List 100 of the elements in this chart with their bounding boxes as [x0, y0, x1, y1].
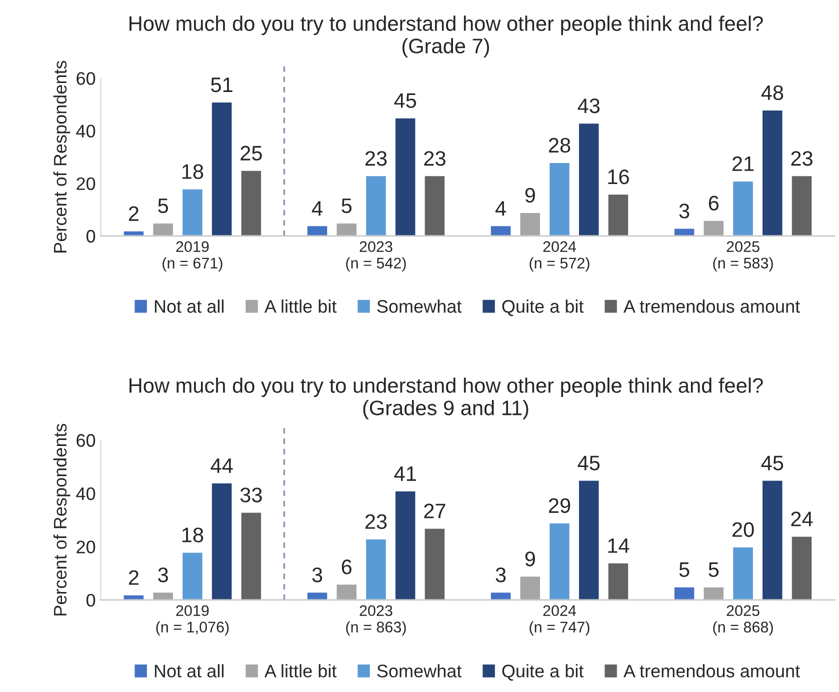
data-label: 23 — [424, 151, 446, 166]
y-tick-label: 20 — [76, 540, 96, 554]
bar — [364, 538, 388, 600]
y-tick-label: 60 — [76, 434, 96, 447]
data-label: 45 — [394, 93, 416, 108]
data-label: 4 — [312, 201, 322, 216]
data-label: 2 — [128, 570, 138, 585]
data-label: 6 — [708, 196, 719, 211]
x-tick-label: 2019 (n = 671) — [162, 241, 222, 272]
legend-label: Not at all — [154, 300, 224, 313]
y-axis-title: Percent of Respondents — [53, 60, 70, 252]
y-tick-label: 60 — [76, 72, 96, 85]
legend-label: Somewhat — [377, 664, 462, 678]
bar — [761, 479, 784, 600]
bar — [335, 222, 358, 236]
data-label: 4 — [495, 201, 506, 216]
data-label: 21 — [732, 156, 754, 171]
data-label: 5 — [342, 198, 352, 214]
data-label: 20 — [732, 522, 754, 538]
legend-label: A tremendous amount — [623, 300, 800, 313]
bar — [240, 170, 262, 236]
data-label: 48 — [761, 85, 784, 100]
x-tick-label: 2023 (n = 863) — [346, 605, 406, 636]
bar — [790, 174, 814, 236]
bar — [518, 212, 542, 236]
x-tick-label: 2025 (n = 583) — [713, 241, 773, 272]
bar — [240, 511, 262, 600]
bar — [578, 479, 600, 600]
bar — [210, 101, 234, 236]
data-label: 3 — [496, 568, 506, 582]
data-label: 23 — [365, 151, 387, 166]
bar — [122, 230, 145, 236]
data-label: 44 — [210, 458, 233, 473]
data-label: 45 — [761, 456, 784, 470]
bar — [548, 522, 571, 600]
data-label: 6 — [342, 560, 352, 574]
data-label: 3 — [158, 568, 168, 582]
x-tick-label: 2024 (n = 572) — [530, 241, 590, 272]
bar — [790, 535, 814, 600]
data-label: 43 — [578, 98, 600, 114]
data-label: 41 — [394, 466, 416, 481]
bar — [423, 527, 446, 600]
y-tick-label: 20 — [76, 177, 96, 190]
bar — [673, 586, 696, 600]
x-tick-label: 2025 (n = 868) — [713, 605, 773, 636]
data-label: 5 — [679, 562, 690, 577]
legend-label: Quite a bit — [502, 664, 584, 681]
data-label: 5 — [708, 562, 719, 577]
bar — [152, 222, 174, 236]
bar — [548, 162, 571, 236]
legend-label: A little bit — [264, 300, 337, 313]
data-label: 9 — [525, 188, 535, 203]
data-label: 24 — [791, 512, 813, 526]
bar — [732, 180, 754, 236]
legend-label: A little bit — [264, 664, 337, 678]
bar — [335, 583, 358, 600]
bar — [490, 224, 512, 236]
data-label: 23 — [365, 514, 387, 530]
bar — [673, 227, 696, 236]
x-tick-label: 2023 (n = 542) — [346, 241, 406, 272]
data-label: 33 — [240, 488, 262, 502]
x-tick-label: 2019 (n = 1,076) — [156, 605, 229, 636]
bar — [210, 482, 234, 600]
bar — [490, 591, 512, 600]
bar — [423, 174, 446, 236]
data-label: 29 — [548, 498, 570, 514]
data-label: 27 — [424, 504, 446, 518]
legend-label: A tremendous amount — [623, 664, 800, 678]
bar — [306, 591, 329, 600]
data-label: 18 — [182, 528, 204, 542]
bar — [702, 586, 725, 600]
bar — [761, 109, 784, 236]
legend-label: Quite a bit — [502, 300, 584, 316]
bar — [394, 490, 417, 600]
data-label: 5 — [158, 198, 168, 214]
data-label: 25 — [240, 146, 262, 161]
y-axis-title: Percent of Respondents — [53, 424, 70, 616]
bar — [518, 575, 542, 600]
bar — [606, 562, 630, 600]
y-tick-label: 40 — [76, 124, 96, 138]
bar — [306, 224, 329, 236]
legend-label: Somewhat — [377, 300, 462, 313]
data-label: 51 — [211, 78, 232, 92]
bar — [181, 551, 204, 600]
data-label: 3 — [679, 204, 690, 218]
bar — [702, 220, 725, 236]
data-label: 14 — [608, 538, 630, 553]
y-tick-label: 40 — [76, 487, 96, 500]
bar — [152, 591, 174, 600]
data-label: 28 — [548, 138, 570, 153]
bar — [606, 193, 630, 236]
data-label: 9 — [525, 552, 535, 566]
chart-title: How much do you try to understand how other people think and feel? (Grade 7) — [130, 16, 763, 58]
bar — [732, 546, 754, 600]
chart-title: How much do you try to understand how other people think and feel? (Grades 9 and 11) — [130, 378, 763, 420]
data-label: 3 — [312, 568, 322, 582]
bar — [394, 116, 417, 236]
data-label: 2 — [128, 206, 138, 221]
legend-label: Not at all — [154, 664, 224, 678]
data-label: 18 — [182, 164, 204, 179]
